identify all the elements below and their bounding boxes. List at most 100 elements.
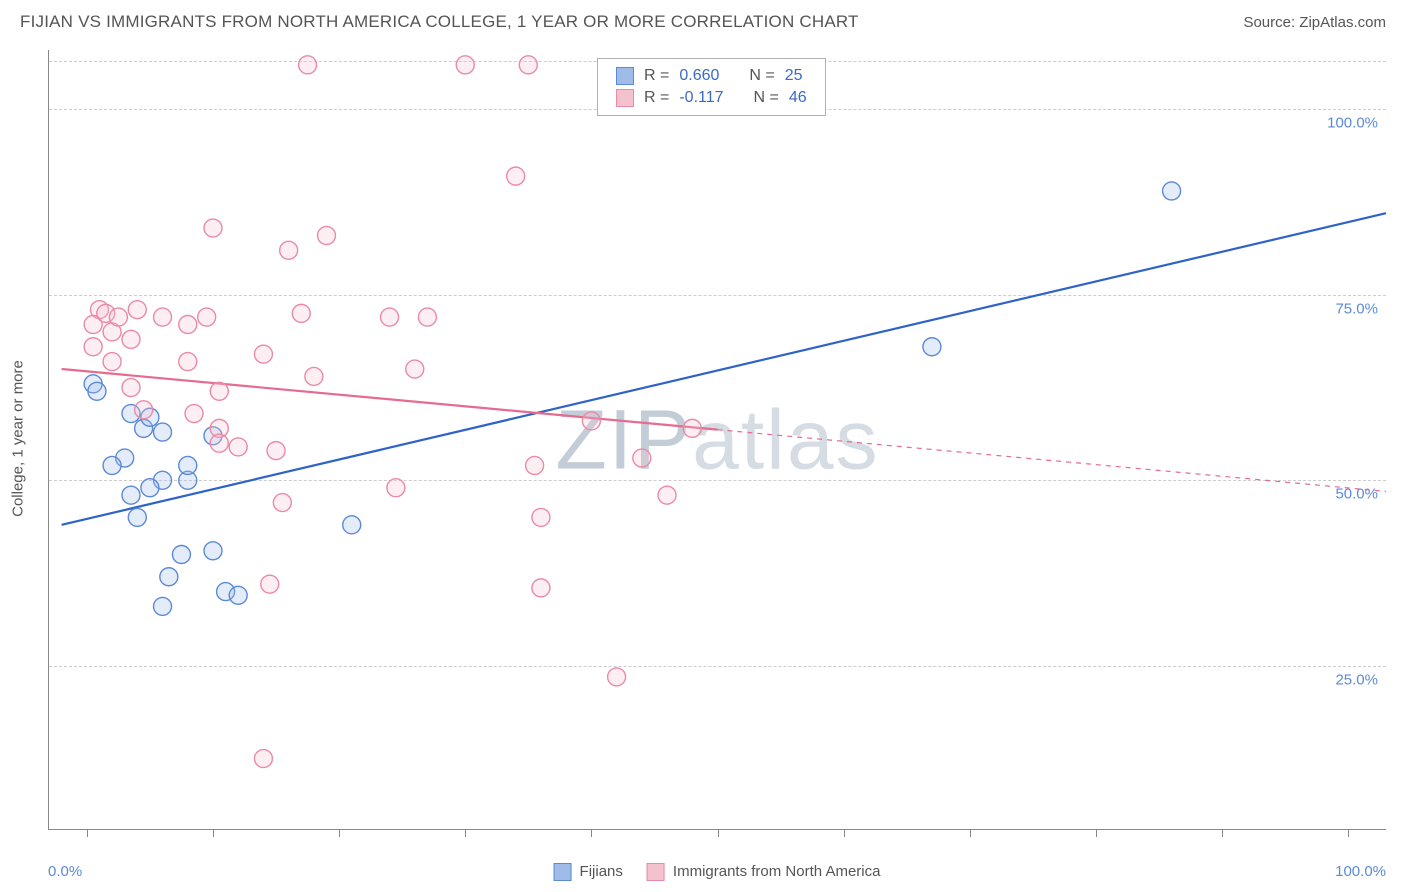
data-point (88, 382, 106, 400)
data-point (923, 338, 941, 356)
data-point (261, 575, 279, 593)
data-point (292, 304, 310, 322)
x-tick (970, 829, 971, 837)
legend-label: Fijians (580, 863, 623, 880)
x-tick (591, 829, 592, 837)
data-point (418, 308, 436, 326)
chart-title: FIJIAN VS IMMIGRANTS FROM NORTH AMERICA … (20, 12, 859, 32)
data-point (254, 750, 272, 768)
data-point (198, 308, 216, 326)
stats-r-label: R = (644, 89, 669, 107)
bottom-bar: 0.0% Fijians Immigrants from North Ameri… (48, 863, 1386, 880)
x-tick (213, 829, 214, 837)
data-point (172, 545, 190, 563)
y-axis-title: College, 1 year or more (10, 360, 27, 517)
data-point (210, 434, 228, 452)
data-point (122, 330, 140, 348)
stats-n-value: 46 (789, 89, 807, 107)
data-point (84, 338, 102, 356)
data-point (179, 316, 197, 334)
stats-r-value: 0.660 (679, 67, 719, 85)
header: FIJIAN VS IMMIGRANTS FROM NORTH AMERICA … (0, 0, 1406, 40)
trend-line (62, 213, 1386, 525)
x-tick (87, 829, 88, 837)
data-point (582, 412, 600, 430)
data-point (406, 360, 424, 378)
data-point (185, 405, 203, 423)
legend-item: Fijians (554, 863, 623, 881)
x-tick (1096, 829, 1097, 837)
data-point (305, 367, 323, 385)
data-point (204, 219, 222, 237)
stats-swatch (616, 89, 634, 107)
trend-line-dashed (718, 430, 1387, 492)
stats-row: R = -0.117 N = 46 (616, 87, 807, 109)
data-point (128, 508, 146, 526)
data-point (254, 345, 272, 363)
x-axis-min-label: 0.0% (48, 863, 82, 880)
stats-n-label: N = (754, 89, 779, 107)
data-point (122, 486, 140, 504)
series-legend: Fijians Immigrants from North America (554, 863, 881, 881)
legend-label: Immigrants from North America (673, 863, 881, 880)
data-point (532, 508, 550, 526)
stats-r-value: -0.117 (679, 89, 723, 107)
data-point (1163, 182, 1181, 200)
x-tick (1222, 829, 1223, 837)
x-tick (465, 829, 466, 837)
data-point (154, 597, 172, 615)
data-point (229, 438, 247, 456)
data-point (273, 494, 291, 512)
data-point (141, 479, 159, 497)
legend-swatch (647, 863, 665, 881)
data-point (154, 423, 172, 441)
data-point (381, 308, 399, 326)
stats-r-label: R = (644, 67, 669, 85)
data-point (179, 456, 197, 474)
x-tick (718, 829, 719, 837)
legend-swatch (554, 863, 572, 881)
trend-line (62, 369, 718, 430)
x-tick (339, 829, 340, 837)
source-label: Source: ZipAtlas.com (1243, 14, 1386, 31)
data-point (160, 568, 178, 586)
data-point (519, 56, 537, 74)
data-point (658, 486, 676, 504)
stats-box: R = 0.660 N = 25 R = -0.117 N = 46 (597, 58, 826, 116)
stats-row: R = 0.660 N = 25 (616, 65, 807, 87)
data-point (683, 419, 701, 437)
data-point (507, 167, 525, 185)
stats-n-value: 25 (785, 67, 803, 85)
scatter-plot (49, 50, 1386, 829)
data-point (109, 308, 127, 326)
x-tick (1348, 829, 1349, 837)
data-point (135, 401, 153, 419)
data-point (154, 308, 172, 326)
data-point (456, 56, 474, 74)
data-point (280, 241, 298, 259)
data-point (103, 353, 121, 371)
data-point (343, 516, 361, 534)
data-point (210, 382, 228, 400)
data-point (387, 479, 405, 497)
plot-area: ZIPatlas R = 0.660 N = 25 R = -0.117 N =… (48, 50, 1386, 830)
legend-item: Immigrants from North America (647, 863, 881, 881)
data-point (122, 379, 140, 397)
data-point (204, 542, 222, 560)
stats-swatch (616, 67, 634, 85)
stats-n-label: N = (749, 67, 774, 85)
data-point (103, 456, 121, 474)
x-tick (844, 829, 845, 837)
data-point (267, 442, 285, 460)
data-point (526, 456, 544, 474)
data-point (179, 353, 197, 371)
chart-container: ZIPatlas R = 0.660 N = 25 R = -0.117 N =… (48, 50, 1386, 830)
data-point (229, 586, 247, 604)
data-point (608, 668, 626, 686)
data-point (299, 56, 317, 74)
data-point (633, 449, 651, 467)
x-axis-max-label: 100.0% (1335, 863, 1386, 880)
data-point (532, 579, 550, 597)
data-point (317, 226, 335, 244)
data-point (128, 301, 146, 319)
